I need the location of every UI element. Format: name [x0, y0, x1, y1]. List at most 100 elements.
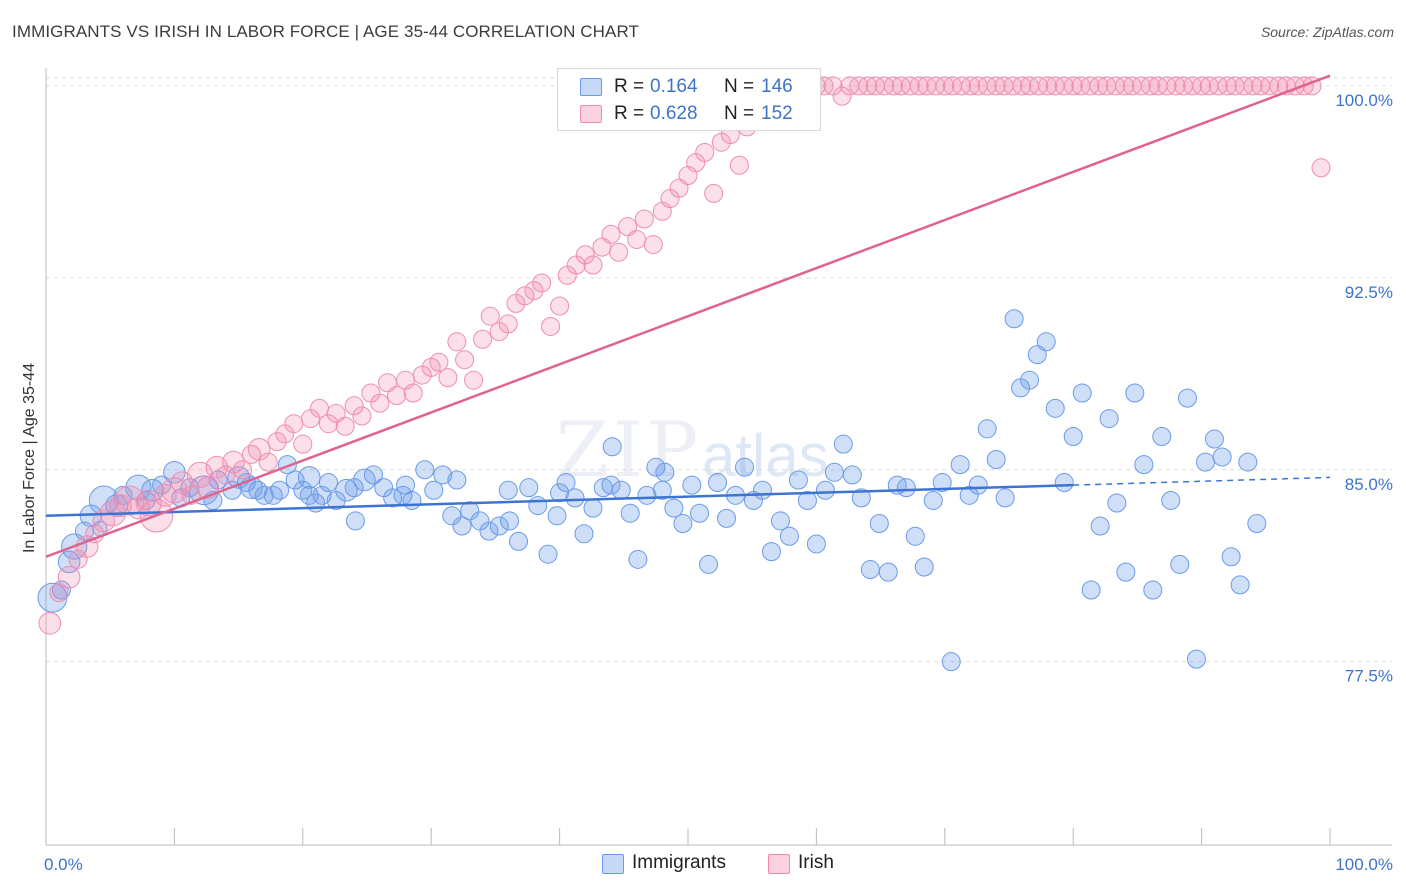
immigrants-point [628, 549, 648, 569]
irish-point [1166, 76, 1186, 96]
irish-point [583, 255, 603, 275]
immigrants-point [396, 475, 416, 495]
immigrants-point [293, 480, 313, 500]
immigrants-point [424, 480, 444, 500]
immigrants-point [498, 480, 518, 500]
immigrants-point [415, 460, 435, 480]
irish-point [541, 316, 561, 336]
irish-point [575, 245, 595, 265]
immigrants-point [263, 485, 283, 505]
irish-point [447, 332, 467, 352]
irish-point [960, 76, 980, 96]
immigrants-point [708, 473, 728, 493]
legend-swatch-irish [580, 105, 602, 123]
irish-point [38, 611, 62, 635]
irish-point [92, 509, 116, 533]
immigrants-point [583, 498, 603, 518]
immigrants-point [842, 465, 862, 485]
immigrants-point [479, 521, 499, 541]
irish-point [258, 452, 278, 472]
irish-point [704, 183, 724, 203]
immigrants-point [318, 473, 338, 493]
immigrants-point [851, 488, 871, 508]
immigrants-point [878, 562, 898, 582]
immigrants-point [797, 490, 817, 510]
immigrants-point [602, 437, 622, 457]
immigrants-point [1212, 447, 1232, 467]
immigrants-point [1161, 490, 1181, 510]
irish-point [284, 414, 304, 434]
irish-point [524, 281, 544, 301]
y-axis-label: In Labor Force | Age 35-44 [21, 363, 38, 553]
immigrants-point [824, 462, 844, 482]
irish-point [515, 286, 535, 306]
immigrants-point [1020, 370, 1040, 390]
irish-point [57, 565, 81, 589]
irish-point [1115, 76, 1135, 96]
immigrants-point [1090, 516, 1110, 536]
immigrants-point [673, 513, 693, 533]
immigrants-point [833, 434, 853, 454]
immigrants-point [690, 503, 710, 523]
immigrants-point [297, 466, 321, 489]
irish-point [267, 432, 287, 452]
immigrants-point [1152, 426, 1172, 446]
immigrants-point [717, 508, 737, 528]
gridlines [46, 77, 1392, 663]
immigrants-point [500, 511, 520, 531]
immigrants-point [556, 473, 576, 493]
immigrants-point [932, 473, 952, 493]
immigrants-point [986, 450, 1006, 470]
irish-point [498, 314, 518, 334]
source-credit: Source: ZipAtlas.com [1260, 24, 1394, 40]
immigrants-point [1177, 388, 1197, 408]
immigrants-point [896, 478, 916, 498]
immigrants-point [637, 485, 657, 505]
immigrants-point [1230, 575, 1250, 595]
legend-r-label: R = [614, 76, 645, 97]
irish-point [232, 460, 252, 480]
immigrants-point [655, 462, 675, 482]
immigrants-point [248, 480, 268, 500]
immigrants-trend-extension [1073, 476, 1331, 486]
immigrants-point [270, 480, 290, 500]
irish-point [387, 386, 407, 406]
legend-label-irish: Irish [798, 852, 834, 873]
immigrants-point [770, 511, 790, 531]
immigrants-point [806, 534, 826, 554]
x-tick-label: 100.0% [1335, 855, 1393, 874]
chart-title: IMMIGRANTS VS IRISH IN LABOR FORCE | AGE… [12, 22, 640, 41]
immigrants-trend-line [45, 483, 1074, 518]
irish-point [222, 450, 245, 474]
immigrants-point [1072, 383, 1092, 403]
irish-point [609, 242, 629, 262]
irish-point [695, 142, 715, 162]
immigrants-point [1081, 580, 1101, 600]
immigrants-point [1063, 426, 1083, 446]
immigrants-point [941, 652, 961, 672]
immigrants-point [442, 506, 462, 526]
irish-point [1012, 76, 1032, 96]
irish-point [1192, 76, 1212, 96]
legend-r-value: 0.164 [650, 76, 698, 97]
immigrants-point [664, 498, 684, 518]
irish-point [352, 406, 372, 426]
watermark: ZIPatlas [556, 405, 829, 494]
irish-point [883, 76, 903, 96]
immigrants-point [1247, 513, 1267, 533]
immigrants-point [125, 474, 152, 501]
irish-point [473, 329, 493, 349]
irish-point [370, 393, 390, 413]
immigrants-point [1134, 455, 1154, 475]
immigrants-point [433, 465, 453, 485]
irish-point [986, 76, 1006, 96]
immigrants-point [547, 506, 567, 526]
irish-point [643, 235, 663, 255]
tick-labels: 77.5% 85.0% 92.5% 100.0% 0.0% 100.0% [44, 91, 1393, 874]
immigrants-point [1204, 429, 1224, 449]
y-tick-label: 77.5% [1345, 667, 1393, 686]
immigrants-point [1054, 473, 1074, 493]
immigrants-point [460, 501, 480, 521]
immigrants-point [447, 470, 467, 490]
irish-point [429, 352, 449, 372]
